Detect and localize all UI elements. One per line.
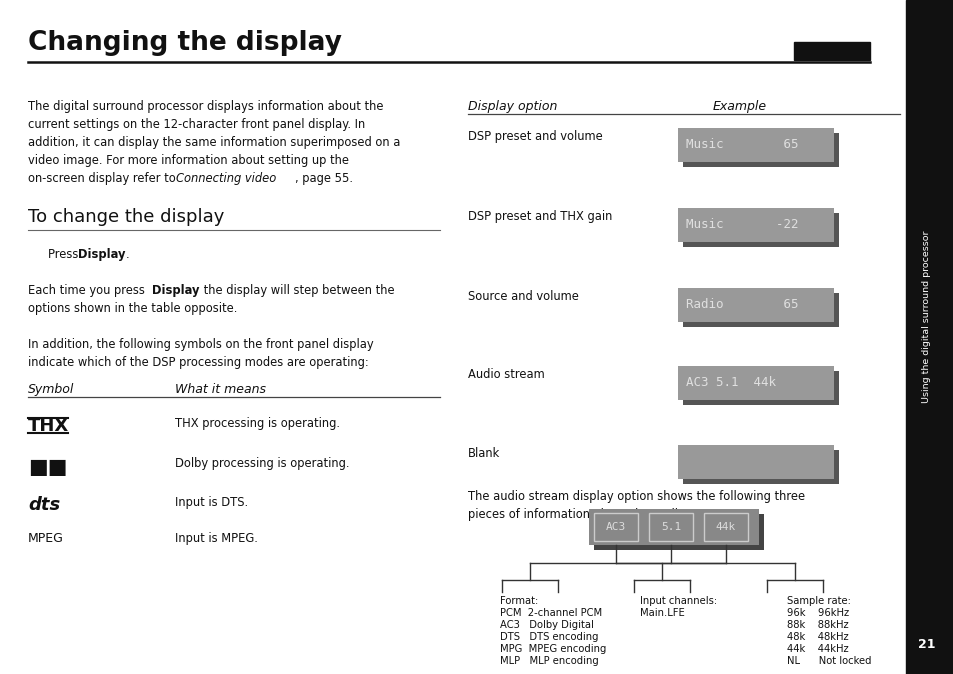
Bar [703,513,747,541]
Text: 21: 21 [918,638,935,650]
Text: Changing the display: Changing the display [28,30,341,56]
Text: 44k    44kHz: 44k 44kHz [786,644,848,654]
Text: 44k: 44k [715,522,736,532]
Bar [793,42,869,60]
Bar [682,213,838,247]
Bar [678,366,833,400]
Text: PCM  2-channel PCM: PCM 2-channel PCM [499,608,601,618]
Text: on-screen display refer to: on-screen display refer to [28,172,179,185]
Text: Input is MPEG.: Input is MPEG. [174,532,257,545]
Text: What it means: What it means [174,383,266,396]
Text: DTS   DTS encoding: DTS DTS encoding [499,632,598,642]
Text: 48k    48kHz: 48k 48kHz [786,632,848,642]
Text: Audio stream: Audio stream [468,368,544,381]
Text: Source and volume: Source and volume [468,290,578,303]
Text: addition, it can display the same information superimposed on a: addition, it can display the same inform… [28,136,400,149]
Text: THX processing is operating.: THX processing is operating. [174,417,339,430]
Bar [648,513,692,541]
Text: Symbol: Symbol [28,383,74,396]
Text: AC3 5.1  44k: AC3 5.1 44k [685,377,775,390]
Bar [678,208,833,242]
Text: Connecting video: Connecting video [175,172,276,185]
Text: video image. For more information about setting up the: video image. For more information about … [28,154,349,167]
Text: Each time you press: Each time you press [28,284,149,297]
Text: AC3   Dolby Digital: AC3 Dolby Digital [499,620,594,630]
Text: DSP preset and volume: DSP preset and volume [468,130,602,143]
Text: The audio stream display option shows the following three: The audio stream display option shows th… [468,490,804,503]
Text: 5.1: 5.1 [660,522,680,532]
Text: THX: THX [28,417,70,435]
Text: NL      Not locked: NL Not locked [786,656,871,666]
Bar [682,133,838,167]
Text: AC3: AC3 [605,522,625,532]
Text: .: . [126,248,130,261]
Text: Input channels:: Input channels: [639,596,717,606]
Bar [678,288,833,322]
Bar [594,513,638,541]
Text: Music       -22: Music -22 [685,218,798,231]
Text: MPEG: MPEG [28,532,64,545]
Text: To change the display: To change the display [28,208,224,226]
Text: indicate which of the DSP processing modes are operating:: indicate which of the DSP processing mod… [28,356,369,369]
Text: the display will step between the: the display will step between the [200,284,395,297]
Text: current settings on the 12‑character front panel display. In: current settings on the 12‑character fro… [28,118,365,131]
Text: MPG  MPEG encoding: MPG MPEG encoding [499,644,606,654]
Text: options shown in the table opposite.: options shown in the table opposite. [28,302,237,315]
Bar [682,371,838,405]
Text: MLP   MLP encoding: MLP MLP encoding [499,656,598,666]
Text: dts: dts [28,496,60,514]
Text: ■■: ■■ [28,456,68,477]
Bar [682,450,838,484]
Text: pieces of information about the audio stream:: pieces of information about the audio st… [468,508,732,521]
Text: Dolby processing is operating.: Dolby processing is operating. [174,456,349,470]
Text: , page 55.: , page 55. [294,172,353,185]
Bar [905,0,953,674]
Text: Radio        65: Radio 65 [685,299,798,311]
Text: Music        65: Music 65 [685,138,798,152]
Text: 88k    88kHz: 88k 88kHz [786,620,848,630]
Bar [594,514,763,550]
Text: Input is DTS.: Input is DTS. [174,496,248,509]
Text: Sample rate:: Sample rate: [786,596,850,606]
Bar [588,509,759,545]
Text: Display: Display [78,248,126,261]
Text: Blank: Blank [468,447,499,460]
Text: Display option: Display option [468,100,557,113]
Text: 96k    96kHz: 96k 96kHz [786,608,848,618]
Text: Format:: Format: [499,596,537,606]
Text: The digital surround processor displays information about the: The digital surround processor displays … [28,100,383,113]
Text: DSP preset and THX gain: DSP preset and THX gain [468,210,612,223]
Bar [678,128,833,162]
Text: Using the digital surround processor: Using the digital surround processor [922,231,930,403]
Bar [682,293,838,327]
Bar [678,445,833,479]
Text: Example: Example [712,100,766,113]
Text: Display: Display [152,284,199,297]
Text: Press: Press [48,248,82,261]
Text: Main.LFE: Main.LFE [639,608,684,618]
Text: In addition, the following symbols on the front panel display: In addition, the following symbols on th… [28,338,374,351]
